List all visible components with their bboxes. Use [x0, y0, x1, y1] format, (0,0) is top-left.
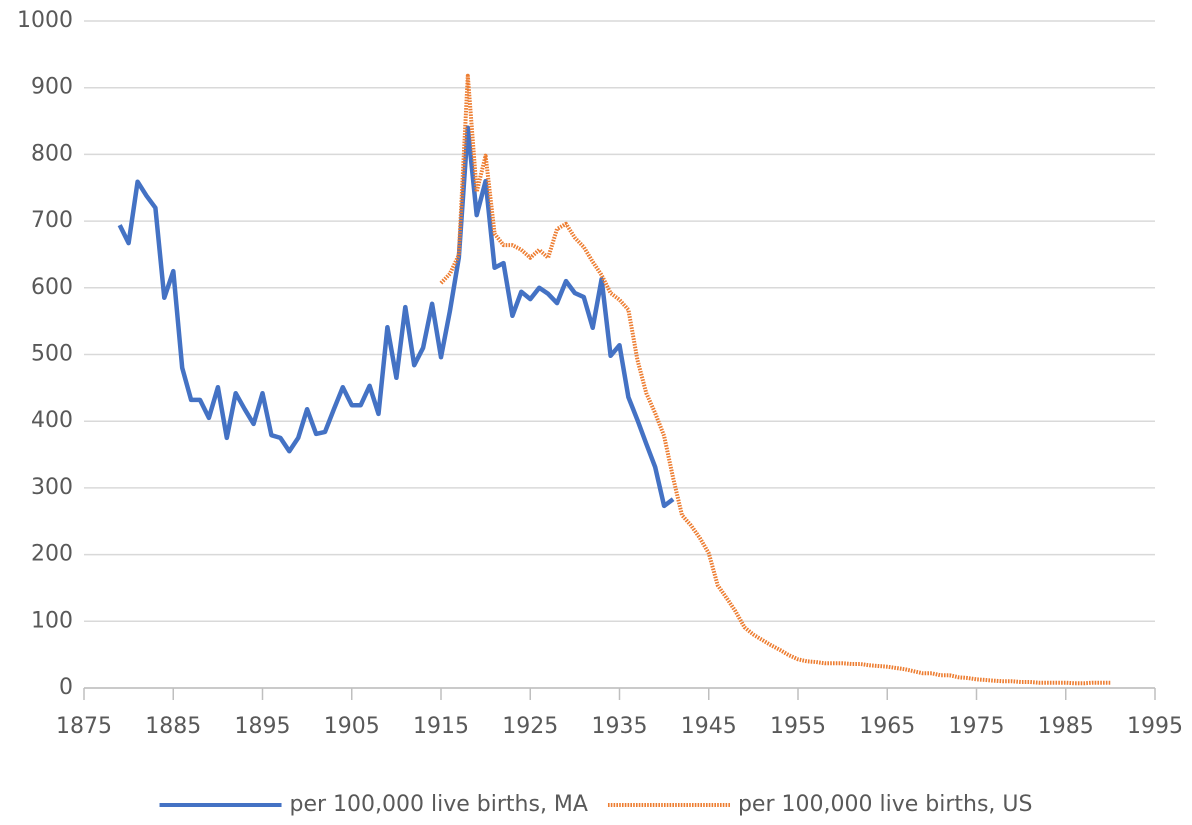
y-tick-label: 700 — [31, 208, 73, 233]
legend-label: per 100,000 live births, US — [738, 792, 1033, 817]
y-tick-label: 900 — [31, 75, 73, 100]
data-line — [117, 125, 675, 509]
y-tick-label: 300 — [31, 475, 73, 500]
x-tick-label: 1875 — [56, 714, 112, 739]
x-tick-label: 1985 — [1038, 714, 1094, 739]
x-tick-label: 1895 — [235, 714, 291, 739]
x-tick-label: 1925 — [502, 714, 558, 739]
x-tick-label: 1965 — [859, 714, 915, 739]
x-tick-label: 1995 — [1127, 714, 1183, 739]
x-tick-label: 1975 — [949, 714, 1005, 739]
y-tick-label: 500 — [31, 342, 73, 367]
y-tick-label: 100 — [31, 608, 73, 633]
legend-label: per 100,000 live births, MA — [290, 792, 588, 817]
y-tick-label: 0 — [59, 675, 73, 700]
data-line — [439, 73, 1111, 686]
y-tick-label: 600 — [31, 275, 73, 300]
y-tick-label: 400 — [31, 408, 73, 433]
y-tick-label: 800 — [31, 141, 73, 166]
x-tick-label: 1885 — [145, 714, 201, 739]
y-tick-label: 200 — [31, 542, 73, 567]
x-tick-label: 1945 — [681, 714, 737, 739]
x-tick-label: 1935 — [592, 714, 648, 739]
x-tick-label: 1915 — [413, 714, 469, 739]
x-tick-label: 1955 — [770, 714, 826, 739]
x-tick-label: 1905 — [324, 714, 380, 739]
y-tick-label: 1000 — [17, 8, 73, 33]
